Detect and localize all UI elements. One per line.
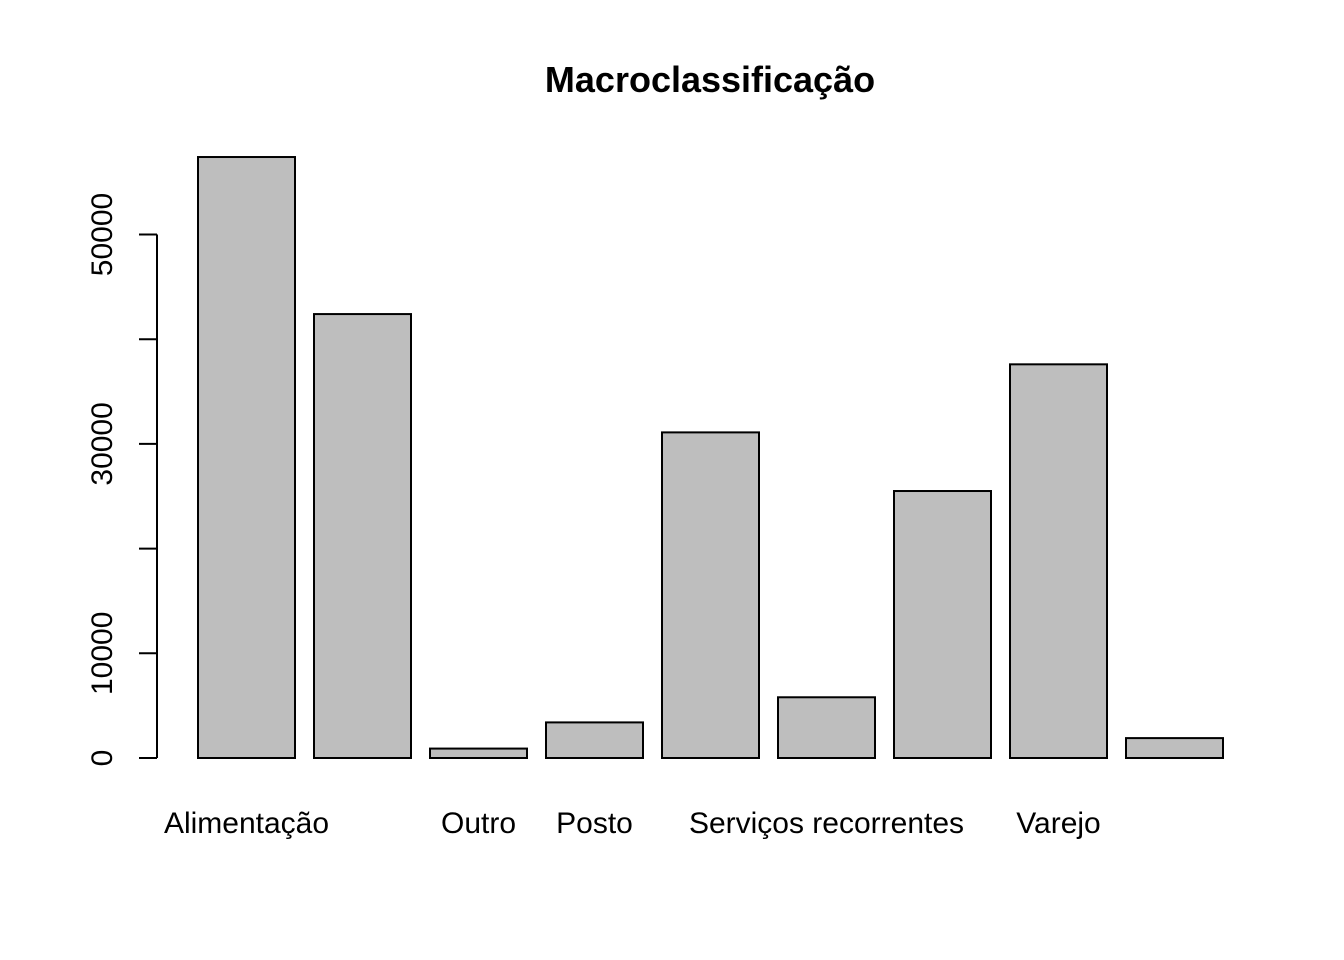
y-axis: 0 10000 30000 50000: [86, 193, 158, 767]
y-tick-label: 30000: [86, 402, 119, 485]
bar: [1009, 363, 1108, 759]
x-tick-label: Varejo: [1016, 807, 1101, 840]
bar: [429, 747, 528, 760]
y-tick-label: 10000: [86, 612, 119, 695]
x-tick-label: Alimentação: [164, 807, 329, 840]
bar: [545, 721, 644, 759]
x-tick-label: Serviços recorrentes: [689, 807, 964, 840]
bar: [893, 490, 992, 759]
bar: [313, 313, 412, 759]
y-tick-label: 50000: [86, 193, 119, 276]
bar: [197, 156, 296, 760]
chart-title: Macroclassificação: [545, 59, 875, 100]
x-axis-labels: Alimentação Outro Posto Serviços recorrente…: [164, 807, 1101, 840]
bar: [661, 431, 760, 759]
x-tick-label: Posto: [556, 807, 633, 840]
y-tick-label: 0: [86, 750, 119, 767]
x-tick-label: Outro: [441, 807, 516, 840]
bar: [777, 696, 876, 759]
bar: [1125, 737, 1224, 759]
bars: [197, 156, 1224, 760]
